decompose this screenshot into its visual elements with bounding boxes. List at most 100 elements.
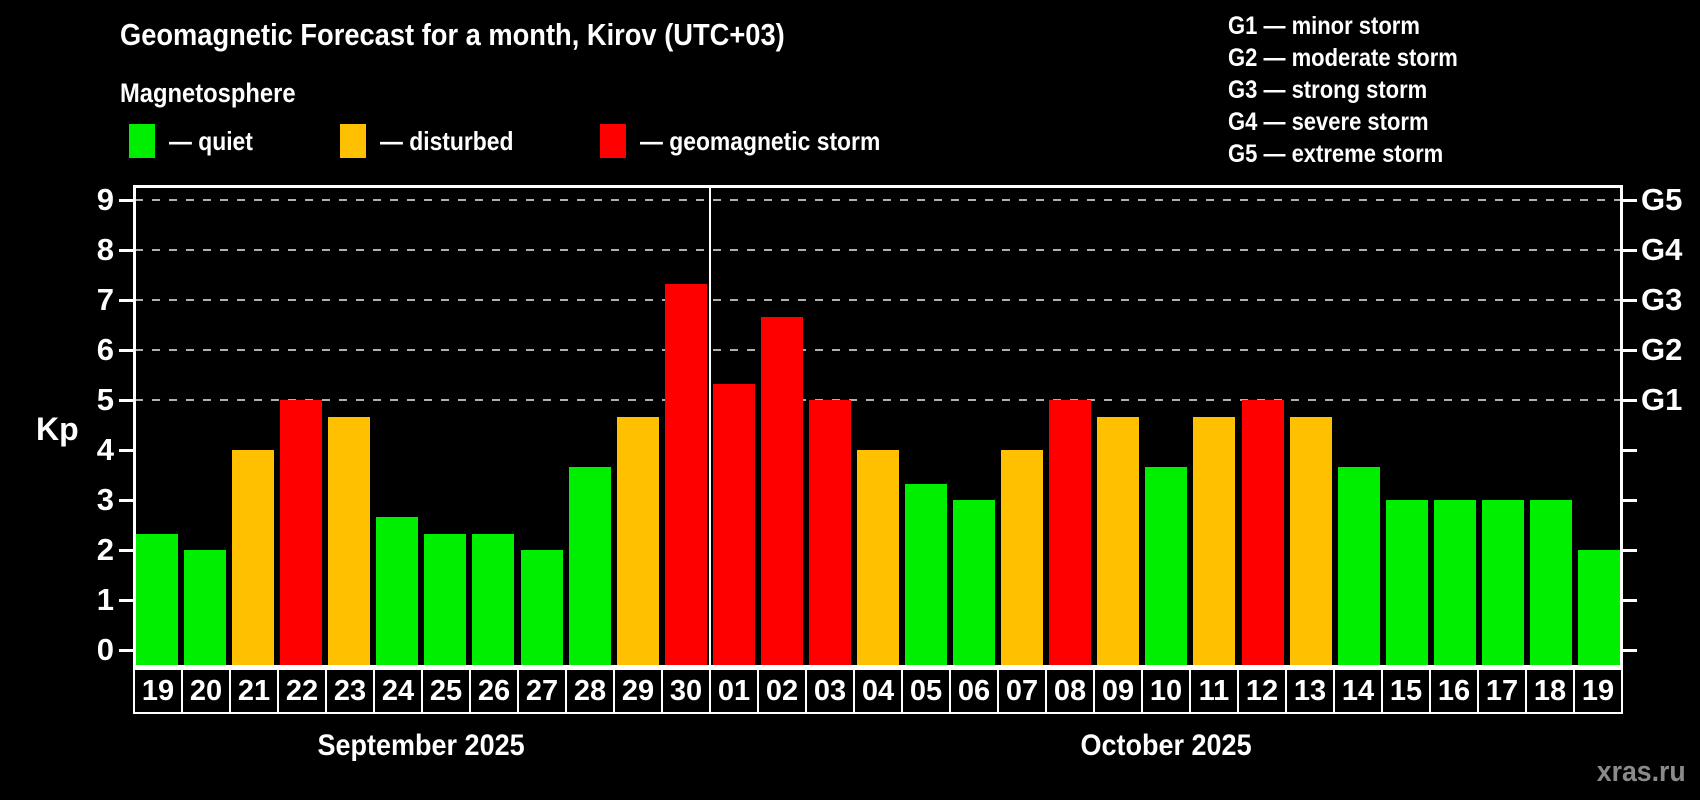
day-label-cell: 23 [325, 668, 375, 714]
day-label-row: 19 20 21 22 23 24 25 26 27 28 29 30 01 02 03 04 05 06 07 08… [133, 668, 1623, 714]
axis-tick-right [1623, 599, 1637, 602]
kp-bar [1241, 400, 1284, 668]
legend-label: — quiet [169, 125, 253, 156]
kp-bar [1001, 450, 1044, 668]
axis-tick-right [1623, 449, 1637, 452]
chart-title: Geomagnetic Forecast for a month, Kirov … [120, 17, 875, 53]
day-label-cell: 06 [949, 668, 999, 714]
g-legend-line: G3 — strong storm [1228, 76, 1428, 104]
kp-bar [712, 383, 755, 668]
plot-area [133, 185, 1623, 668]
day-label-cell: 09 [1093, 668, 1143, 714]
axis-tick-left [119, 249, 133, 252]
kp-bar [616, 416, 659, 668]
day-label-cell: 10 [1141, 668, 1191, 714]
kp-bar [905, 483, 948, 668]
axis-tick-right [1623, 349, 1637, 352]
legend-item-geomagnetic-storm: — geomagnetic storm [600, 121, 913, 161]
day-label-cell: 30 [661, 668, 711, 714]
kp-bar [1337, 466, 1380, 668]
storm-color-swatch [600, 124, 626, 158]
g-scale-legend: G1 — minor storm G2 — moderate storm G3 … [1228, 10, 1489, 170]
g-legend-line: G2 — moderate storm [1228, 44, 1458, 72]
kp-bar [1529, 500, 1572, 668]
axis-tick-left [119, 499, 133, 502]
chart-title-text: Geomagnetic Forecast for a month, Kirov … [120, 17, 785, 52]
g-level-label: G1 [1641, 382, 1683, 417]
kp-bar [808, 400, 851, 668]
kp-bar [232, 450, 275, 668]
kp-bar [568, 466, 611, 668]
day-label-cell: 13 [1285, 668, 1335, 714]
kp-bar [136, 533, 179, 668]
day-label-cell: 14 [1333, 668, 1383, 714]
axis-tick-left [119, 199, 133, 202]
day-label-cell: 07 [997, 668, 1047, 714]
y-axis-tick-label: 4 [96, 432, 114, 467]
g-level-label: G2 [1641, 332, 1683, 367]
kp-bar [953, 500, 996, 668]
axis-tick-left [119, 449, 133, 452]
kp-bar [1481, 500, 1524, 668]
legend-item-disturbed: — disturbed [340, 121, 532, 161]
kp-bar [1577, 550, 1620, 668]
axis-tick-left [119, 649, 133, 652]
axis-tick-left [119, 349, 133, 352]
g-legend-line: G1 — minor storm [1228, 12, 1420, 40]
kp-bar [280, 400, 323, 668]
day-label-cell: 21 [229, 668, 279, 714]
kp-bar [520, 550, 563, 668]
kp-bar [1049, 400, 1092, 668]
day-label-cell: 18 [1525, 668, 1575, 714]
y-axis-tick-label: 5 [96, 382, 114, 417]
day-label-cell: 16 [1429, 668, 1479, 714]
day-label-cell: 15 [1381, 668, 1431, 714]
axis-tick-left [119, 399, 133, 402]
axis-tick-left [119, 549, 133, 552]
gridline [135, 299, 1621, 301]
kp-bar [1289, 416, 1332, 668]
kp-bar [760, 316, 803, 668]
chart-subtitle-text: Magnetosphere [120, 78, 296, 108]
day-label-cell: 28 [565, 668, 615, 714]
chart-subtitle: Magnetosphere [120, 78, 320, 109]
gridline [135, 249, 1621, 251]
y-axis-tick-label: 2 [96, 532, 114, 567]
day-label-cell: 03 [805, 668, 855, 714]
day-label-cell: 26 [469, 668, 519, 714]
axis-tick-right [1623, 549, 1637, 552]
kp-bar [857, 450, 899, 668]
y-axis-tick-label: 8 [96, 232, 114, 267]
g-level-label: G5 [1641, 182, 1683, 217]
gridline [135, 199, 1621, 201]
watermark-xras: xras.ru [1597, 756, 1686, 788]
g-legend-line: G5 — extreme storm [1228, 140, 1444, 168]
kp-bar [472, 533, 515, 668]
legend-label: — disturbed [380, 125, 514, 156]
kp-bar [328, 416, 371, 668]
gridline [135, 399, 1621, 401]
axis-tick-left [119, 599, 133, 602]
month-divider [708, 185, 711, 668]
kp-bar [424, 533, 467, 668]
y-axis-tick-label: 6 [96, 332, 114, 367]
axis-tick-right [1623, 249, 1637, 252]
day-label-cell: 11 [1189, 668, 1239, 714]
quiet-color-swatch [129, 124, 155, 158]
axis-tick-right [1623, 399, 1637, 402]
month-label-september: September 2025 [317, 729, 526, 762]
kp-bar [1385, 500, 1428, 668]
day-label-cell: 27 [517, 668, 567, 714]
g-legend-line: G4 — severe storm [1228, 108, 1429, 136]
kp-bar [1433, 500, 1476, 668]
day-label-cell: 20 [181, 668, 231, 714]
axis-tick-left [119, 299, 133, 302]
g-level-label: G4 [1641, 232, 1683, 267]
kp-bar [1193, 416, 1236, 668]
g-level-label: G3 [1641, 282, 1683, 317]
axis-tick-right [1623, 499, 1637, 502]
day-label-cell: 25 [421, 668, 471, 714]
axis-tick-right [1623, 299, 1637, 302]
kp-bar [184, 550, 227, 668]
day-label-cell: 17 [1477, 668, 1527, 714]
